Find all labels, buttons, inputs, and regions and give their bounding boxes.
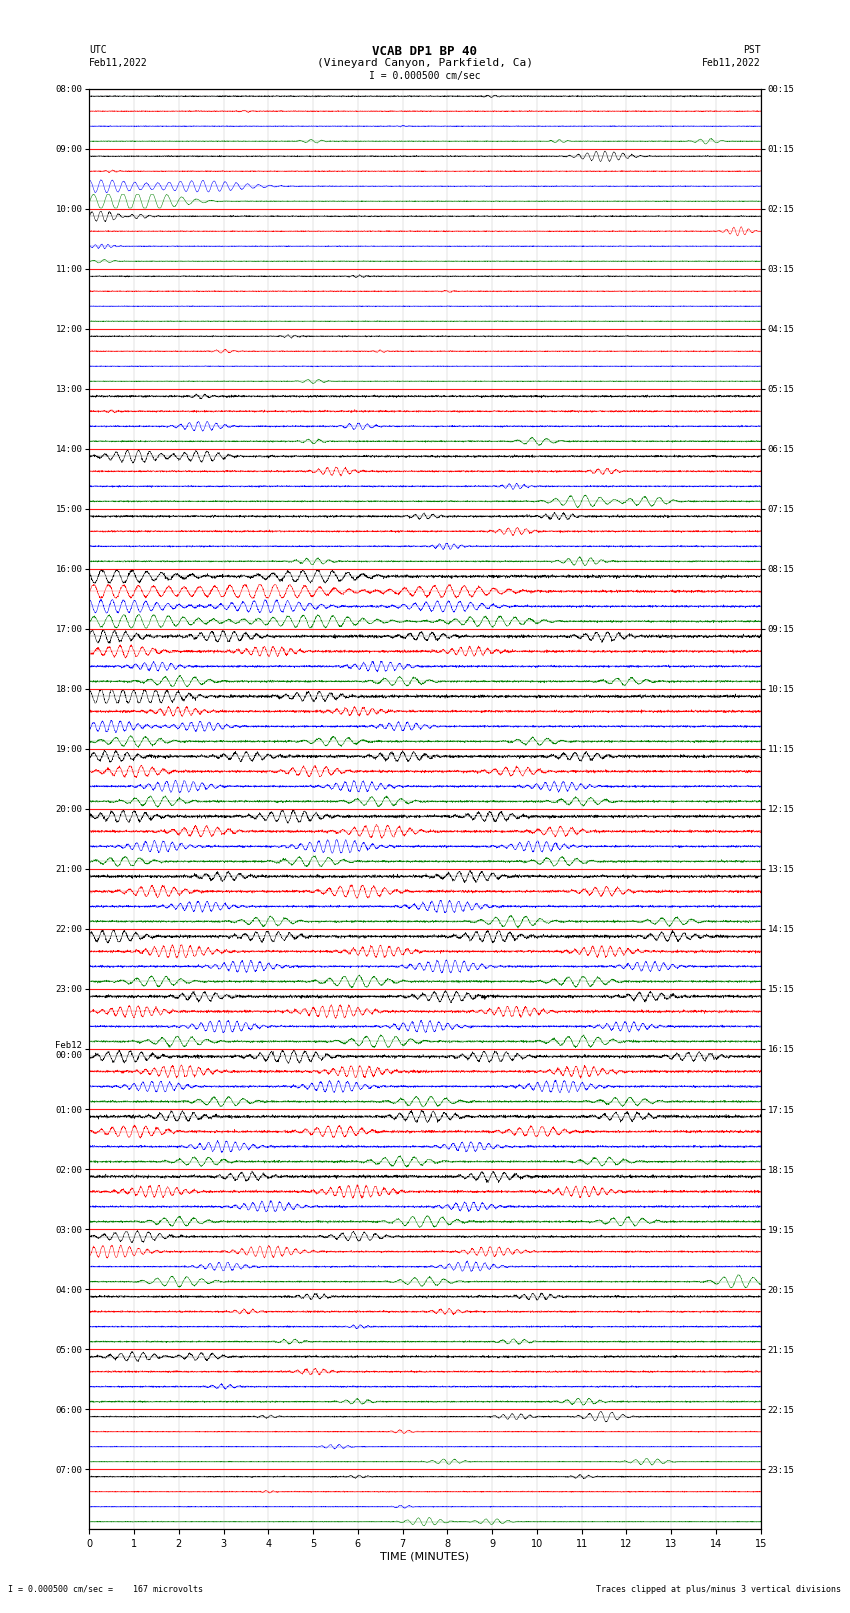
Text: I = 0.000500 cm/sec =    167 microvolts: I = 0.000500 cm/sec = 167 microvolts xyxy=(8,1584,203,1594)
Text: UTC: UTC xyxy=(89,45,107,55)
Text: I = 0.000500 cm/sec: I = 0.000500 cm/sec xyxy=(369,71,481,81)
Text: (Vineyard Canyon, Parkfield, Ca): (Vineyard Canyon, Parkfield, Ca) xyxy=(317,58,533,68)
Text: Feb11,2022: Feb11,2022 xyxy=(702,58,761,68)
X-axis label: TIME (MINUTES): TIME (MINUTES) xyxy=(381,1552,469,1561)
Text: Traces clipped at plus/minus 3 vertical divisions: Traces clipped at plus/minus 3 vertical … xyxy=(597,1584,842,1594)
Text: Feb11,2022: Feb11,2022 xyxy=(89,58,148,68)
Text: VCAB DP1 BP 40: VCAB DP1 BP 40 xyxy=(372,45,478,58)
Text: PST: PST xyxy=(743,45,761,55)
